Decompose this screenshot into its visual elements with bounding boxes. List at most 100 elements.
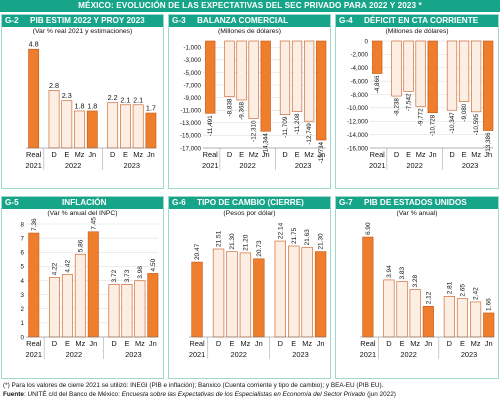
data-label: -9,080 — [461, 103, 468, 121]
chart-svg: -1,000 -3,000 -5,000 -7,000 -9,000 -11,000 -13… — [180, 40, 327, 170]
year-label: 2021 — [202, 161, 218, 170]
bar — [191, 261, 203, 338]
chart-units: (Millones de dólares) — [217, 28, 282, 35]
data-label: 2.8 — [49, 81, 59, 90]
chart-header: G-2 PIB ESTIM 2022 Y PROY 2023 — [2, 15, 163, 27]
year-label: 2021 — [360, 350, 376, 359]
bar — [443, 295, 455, 338]
chart-units: (Var % anual del INPC) — [47, 210, 118, 217]
x-tick-label: Mz — [304, 150, 314, 159]
x-tick-label: Mz — [75, 339, 85, 348]
y-tick-label: 3 — [21, 292, 25, 299]
x-tick-label: Real — [203, 150, 219, 159]
data-label: 2.1 — [133, 95, 143, 104]
data-label: -11,709 — [282, 116, 289, 137]
bar — [301, 247, 313, 338]
data-label: 21.30 — [229, 233, 236, 250]
bar — [403, 40, 414, 92]
x-tick-label: Mz — [416, 150, 426, 159]
year-label: 2022 — [400, 350, 416, 359]
x-tick-label: D — [111, 339, 116, 348]
data-label: 3.98 — [137, 266, 144, 279]
x-tick-label: E — [406, 150, 411, 159]
bar — [121, 284, 133, 338]
bar — [383, 279, 395, 338]
bar — [291, 40, 303, 112]
bar — [147, 273, 159, 338]
chart-id: G-4 — [339, 16, 353, 25]
chart-header: G-4 DÉFICIT EN CTA CORRIENTE — [336, 15, 498, 27]
chart-svg: 6.90 3.94 3.83 3.28 2.12 2.81 2.65 2.42 1.66 Real… — [360, 222, 495, 359]
bar — [456, 298, 469, 338]
bar — [224, 40, 235, 97]
footer-source-text: : UNITÉ c/d del Banco de México: — [23, 390, 122, 398]
data-label: 2.1 — [120, 95, 130, 104]
data-label: 3.94 — [386, 265, 393, 278]
y-tick-label: 4 — [21, 278, 25, 285]
data-label: 1.66 — [486, 298, 493, 311]
chart-pib-estim: G-2 PIB ESTIM 2022 Y PROY 2023 (Var % rea… — [1, 14, 164, 189]
footer-source-title: Encuesta sobre las Expectativas de los E… — [121, 390, 366, 398]
data-label: 2.65 — [459, 284, 466, 297]
bar — [253, 258, 265, 338]
chart-id: G-2 — [5, 16, 19, 25]
chart-svg: 0 1 2 3 4 5 6 7 8 7.36 4.22 4.42 5.86 7.45 3.72 3.73 3.9… — [21, 217, 159, 359]
chart-units: (Millones de dólares) — [385, 28, 449, 35]
data-label: 2.42 — [473, 287, 480, 300]
x-tick-label: E — [291, 339, 296, 348]
data-label: -12,310 — [251, 120, 258, 142]
y-tick-label: -9,000 — [183, 95, 201, 102]
bar — [120, 104, 131, 149]
y-tick-label: -16,000 — [347, 145, 369, 152]
y-tick-label: -7,000 — [183, 82, 201, 89]
year-label: 2023 — [125, 350, 141, 359]
bar — [248, 40, 259, 119]
y-tick-label: -13,000 — [180, 120, 202, 127]
x-tick-label: Jn — [89, 339, 97, 348]
data-label: -12,749 — [306, 123, 313, 145]
x-tick-label: E — [124, 339, 129, 348]
year-label: 2023 — [124, 161, 140, 170]
y-tick-label: -3,000 — [183, 57, 201, 64]
bar — [422, 305, 434, 338]
year-label: 2021 — [189, 350, 205, 359]
data-label: 2.2 — [108, 93, 118, 102]
x-tick-label: E — [230, 339, 235, 348]
chart-balanza-comercial: G-3 BALANZA COMERCIAL (Millones de dólare… — [168, 14, 331, 189]
data-label: 21.75 — [291, 227, 298, 244]
data-label: 3.28 — [412, 274, 419, 287]
x-tick-label: Mz — [135, 339, 145, 348]
chart-units: (Var % real 2021 y estimaciones) — [32, 28, 133, 35]
data-label: 21.20 — [242, 234, 249, 251]
data-label: 1.7 — [146, 104, 156, 113]
year-label: 2022 — [230, 350, 246, 359]
chart-pib-estados-unidos: G-7 PIB DE ESTADOS UNIDOS (Var % anual) 6… — [335, 196, 499, 379]
bar — [274, 240, 287, 338]
chart-deficit-cuenta-corriente: G-4 DÉFICIT EN CTA CORRIENTE (Millones de… — [335, 14, 499, 189]
data-label: 3.83 — [399, 266, 406, 279]
data-label: -13,386 — [485, 132, 492, 154]
data-label: 21.63 — [304, 229, 311, 246]
chart-header: G-3 BALANZA COMERCIAL — [169, 15, 330, 27]
y-tick-label: -1,000 — [183, 45, 201, 52]
bar — [260, 40, 271, 132]
y-tick-label: 0 — [365, 38, 369, 45]
x-tick-label: Jn — [429, 150, 437, 159]
x-tick-label: D — [51, 150, 56, 159]
bar — [28, 48, 40, 149]
x-tick-label: Real — [26, 339, 42, 348]
x-tick-label: Mz — [133, 150, 143, 159]
y-tick-label: -11,000 — [180, 108, 201, 115]
data-label: 1.8 — [75, 101, 85, 110]
chart-units: (Pesos por dólar) — [223, 210, 276, 217]
y-tick-label: -2,000 — [350, 52, 368, 59]
footer-source: Fuente: UNITÉ c/d del Banco de México: E… — [3, 391, 497, 400]
data-label: 21.30 — [318, 233, 325, 250]
bar — [458, 40, 470, 103]
data-label: -9,368 — [239, 101, 246, 119]
x-tick-label: Mz — [471, 150, 481, 159]
y-tick-label: -4,000 — [350, 65, 368, 72]
year-label: 2021 — [25, 161, 41, 170]
year-label: 2023 — [295, 161, 311, 170]
chart-id: G-6 — [172, 198, 186, 207]
